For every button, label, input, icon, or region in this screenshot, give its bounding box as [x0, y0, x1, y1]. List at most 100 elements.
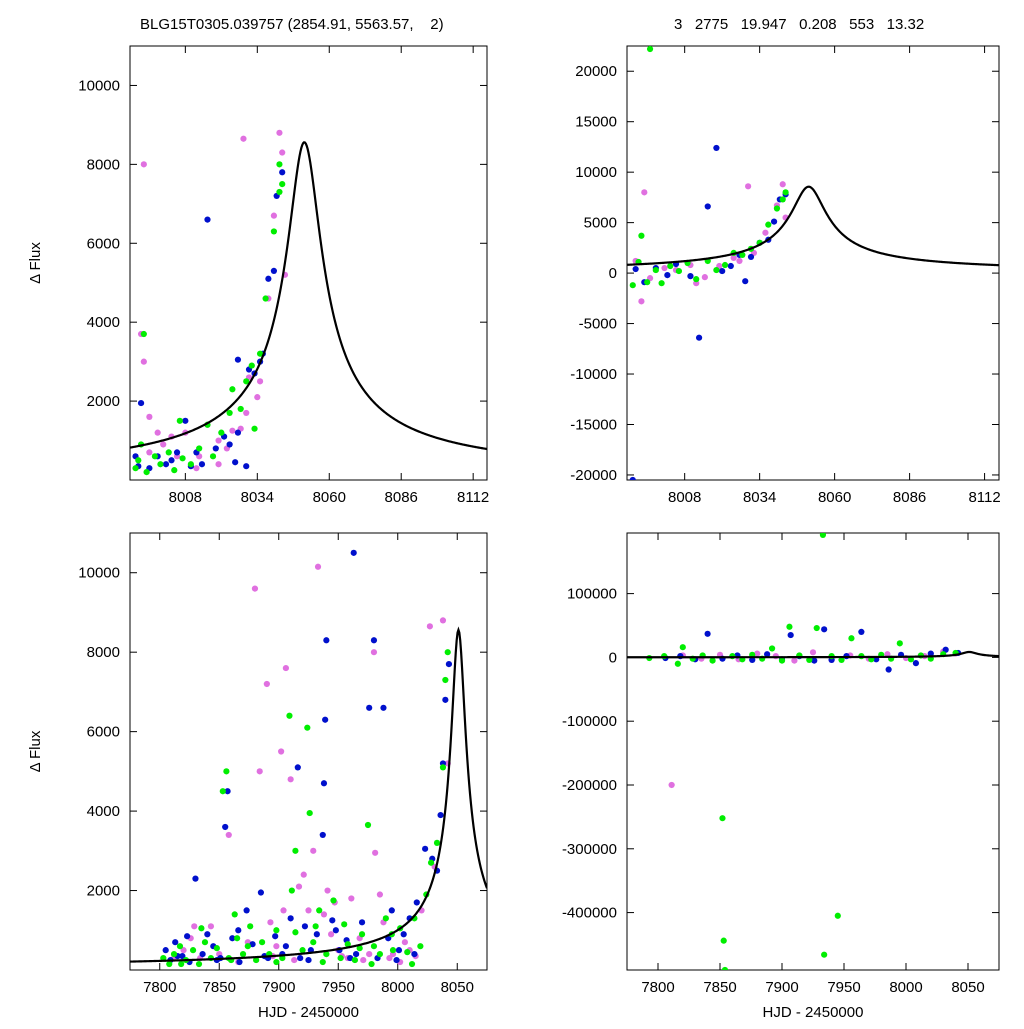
- data-point: [262, 295, 269, 302]
- data-point: [713, 144, 720, 152]
- data-point: [292, 929, 299, 936]
- data-point: [304, 724, 311, 731]
- data-point: [713, 266, 720, 274]
- y-tick-label: 5000: [584, 215, 617, 232]
- data-point: [297, 954, 304, 962]
- y-tick-label: 6000: [87, 235, 120, 252]
- data-point: [754, 650, 761, 657]
- x-tick-label: 8086: [385, 489, 418, 506]
- x-tick-label: 8086: [893, 489, 926, 506]
- data-point: [786, 623, 793, 630]
- data-point: [146, 413, 153, 420]
- data-point: [279, 180, 286, 188]
- data-point: [704, 630, 711, 637]
- data-point: [341, 921, 348, 928]
- x-tick-label: 7850: [703, 979, 736, 996]
- data-point: [182, 417, 189, 424]
- y-tick-label: -10000: [570, 366, 617, 383]
- plot-frame: [626, 532, 1000, 971]
- y-tick-label: 15000: [575, 114, 617, 131]
- data-point: [204, 216, 211, 223]
- data-point: [730, 254, 737, 262]
- data-point: [401, 939, 408, 946]
- data-point: [179, 952, 186, 960]
- data-point: [320, 911, 328, 918]
- data-point: [151, 453, 159, 460]
- y-tick-label: -100000: [562, 713, 617, 730]
- data-point: [664, 272, 671, 279]
- data-point: [282, 943, 289, 950]
- plot-frame: [129, 532, 488, 971]
- data-point: [265, 275, 272, 282]
- data-point: [292, 847, 299, 854]
- data-point: [778, 657, 786, 664]
- data-point: [213, 945, 220, 952]
- y-tick-label: 0: [609, 649, 617, 666]
- data-point: [178, 960, 185, 968]
- data-point: [353, 951, 360, 958]
- data-point: [330, 897, 337, 904]
- data-point: [323, 637, 330, 644]
- data-point: [276, 188, 283, 196]
- data-point: [360, 956, 367, 964]
- data-point: [187, 461, 194, 468]
- data-point: [632, 265, 639, 273]
- data-point: [347, 954, 354, 962]
- data-point: [695, 334, 703, 341]
- data-point: [239, 951, 247, 958]
- data-point: [270, 267, 278, 274]
- y-tick-label: -300000: [562, 841, 617, 858]
- data-point: [413, 899, 420, 906]
- data-point: [838, 656, 845, 664]
- data-point: [251, 425, 258, 432]
- data-point: [719, 815, 726, 822]
- data-point: [693, 276, 700, 283]
- data-point: [770, 218, 778, 225]
- data-point: [408, 960, 416, 968]
- data-point: [243, 463, 250, 470]
- data-point: [240, 135, 247, 142]
- data-point: [389, 947, 397, 954]
- data-point: [328, 931, 335, 938]
- data-point: [276, 129, 283, 136]
- data-point: [279, 169, 286, 176]
- data-point: [417, 943, 424, 950]
- data-point: [198, 925, 205, 932]
- data-point: [218, 429, 225, 436]
- data-point: [176, 417, 183, 424]
- data-point: [787, 631, 794, 639]
- data-point: [310, 847, 317, 854]
- data-point: [821, 626, 828, 633]
- data-point: [667, 262, 674, 270]
- data-point: [370, 649, 378, 656]
- data-point: [337, 954, 344, 962]
- y-tick-label: 4000: [87, 314, 120, 331]
- data-point: [629, 476, 636, 480]
- data-point: [270, 212, 278, 219]
- data-point: [229, 386, 236, 393]
- data-point: [215, 461, 222, 468]
- data-point: [310, 939, 317, 946]
- data-point: [291, 956, 298, 964]
- data-point: [433, 839, 441, 846]
- data-point: [765, 221, 772, 228]
- y-tick-label: -5000: [579, 316, 617, 333]
- data-point: [225, 831, 232, 839]
- data-point: [173, 449, 181, 456]
- y-tick-label: 8000: [87, 156, 120, 173]
- data-point: [395, 947, 403, 954]
- x-tick-label: 7800: [143, 979, 176, 996]
- data-point: [834, 912, 841, 919]
- data-point: [444, 649, 451, 656]
- data-point: [300, 871, 307, 878]
- data-point: [201, 939, 209, 946]
- data-point: [237, 405, 244, 413]
- x-tick-label: 8112: [968, 489, 1000, 506]
- y-tick-label: 10000: [575, 164, 617, 181]
- data-point: [171, 467, 178, 474]
- data-area: [627, 533, 999, 970]
- y-tick-label: 10000: [78, 77, 120, 94]
- data-point: [652, 266, 659, 274]
- data-point: [674, 660, 681, 667]
- y-tick-label: 100000: [567, 586, 617, 603]
